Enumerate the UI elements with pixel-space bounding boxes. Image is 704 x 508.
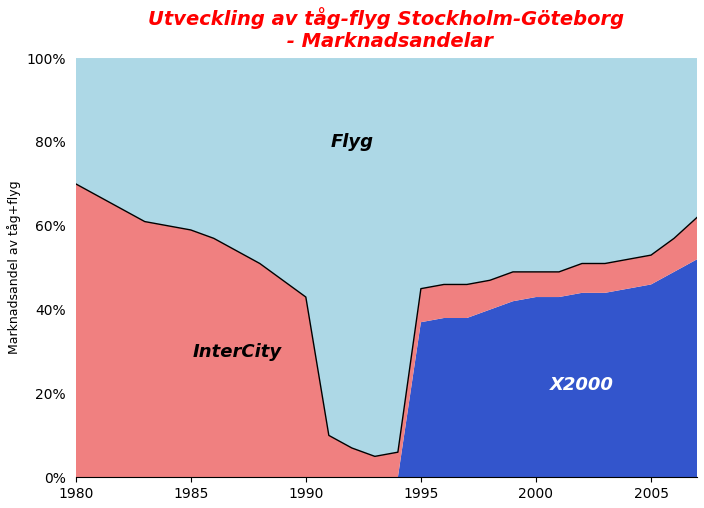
Text: X2000: X2000 <box>550 376 614 394</box>
Text: Flyg: Flyg <box>330 133 373 151</box>
Title: Utveckling av tåg-flyg Stockholm-Göteborg
 - Marknadsandelar: Utveckling av tåg-flyg Stockholm-Götebor… <box>149 7 624 51</box>
Text: InterCity: InterCity <box>192 342 282 361</box>
Y-axis label: Marknadsandel av tåg+flyg: Marknadsandel av tåg+flyg <box>7 181 21 355</box>
